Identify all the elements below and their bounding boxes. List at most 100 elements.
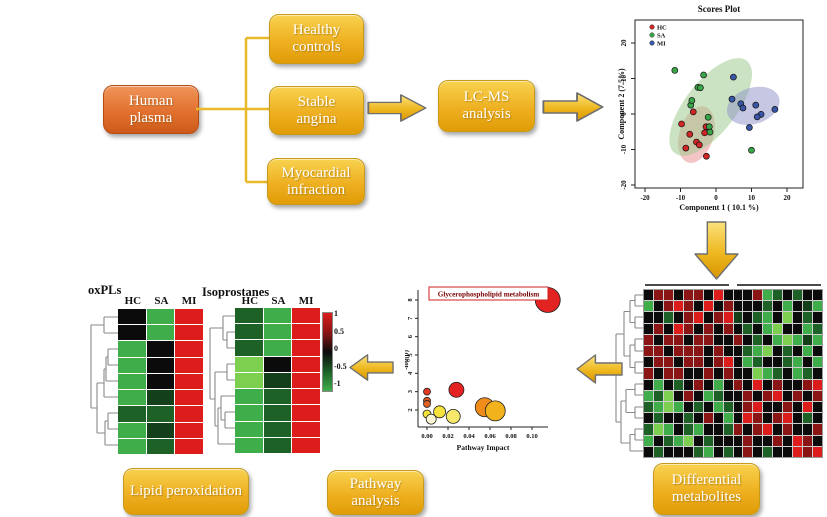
- heatmap-cell: [753, 323, 763, 334]
- heatmap-cell: [673, 424, 683, 435]
- arrow-left-icon: [349, 354, 394, 381]
- heatmap-cell: [803, 368, 813, 379]
- heatmap-cell: [713, 323, 723, 334]
- heatmap-cell: [713, 379, 723, 390]
- heatmap-cell: [733, 323, 743, 334]
- heatmap-cell: [763, 424, 773, 435]
- heatmap-cell: [723, 357, 733, 368]
- heatmap-cell: [743, 312, 753, 323]
- heatmap-cell: [653, 345, 663, 357]
- heatmap-cell: [813, 446, 822, 457]
- heatmap-cell: [723, 290, 733, 301]
- heatmap-cell: [673, 435, 683, 446]
- heatmap-cell: [653, 357, 663, 368]
- heatmap-cell: [693, 446, 703, 457]
- heatmap-cell: [803, 323, 813, 334]
- heatmap-cell: [773, 301, 783, 312]
- heatmap-cell: [793, 413, 803, 424]
- heatmap-cell: [773, 424, 783, 435]
- heatmap-cell: [693, 390, 703, 401]
- heatmap-cell: [773, 435, 783, 446]
- box-human-plasma-label: Human plasma: [128, 92, 174, 126]
- heatmap-cell: [763, 357, 773, 368]
- heatmap-cell: [118, 373, 146, 390]
- heatmap-cell: [763, 301, 773, 312]
- heatmap-cell: [743, 323, 753, 334]
- arrow-down-icon: [694, 221, 739, 280]
- heatmap-cell: [773, 413, 783, 424]
- heatmap-cell: [773, 401, 783, 413]
- heatmap-cell: [263, 405, 292, 421]
- heatmap-cell: [663, 435, 673, 446]
- heatmap-cell: [644, 357, 653, 368]
- data-point-MI: [746, 124, 753, 131]
- y-tick-label: 5: [407, 353, 414, 357]
- heatmap-cell: [663, 345, 673, 357]
- heatmap-cell: [783, 290, 793, 301]
- heatmap-cell: [793, 401, 803, 413]
- heatmap-cell: [663, 301, 673, 312]
- x-axis-label: Component 1 ( 10.1 %): [679, 203, 759, 212]
- heatmap-cell: [783, 345, 793, 357]
- heatmap-cell: [663, 334, 673, 345]
- heatmap-cell: [783, 390, 793, 401]
- heatmap-cell: [263, 389, 292, 405]
- heatmap-cell: [743, 357, 753, 368]
- heatmap-cell: [753, 401, 763, 413]
- data-point-MI: [753, 113, 761, 121]
- heatmap-cell: [763, 413, 773, 424]
- legend-dot: [649, 32, 655, 38]
- heatmap-cell: [743, 435, 753, 446]
- diff-dendrogram: [615, 294, 643, 452]
- heatmap-cell: [703, 290, 713, 301]
- x-axis-label: Pathway Impact: [457, 443, 510, 452]
- heatmap-cell: [713, 357, 723, 368]
- heatmap-cell: [146, 325, 175, 341]
- heatmap-cell: [753, 312, 763, 323]
- heatmap-cell: [813, 401, 822, 413]
- heatmap-cell: [723, 334, 733, 345]
- heatmap-cell: [743, 368, 753, 379]
- arrow-left-icon: [576, 354, 623, 384]
- heatmap-cell: [292, 405, 320, 421]
- y-tick-label: 0: [620, 112, 628, 116]
- heatmap-cell: [733, 390, 743, 401]
- heatmap-cell: [733, 435, 743, 446]
- column-header: HC: [241, 295, 259, 307]
- annotation-label: Glycerophospholipid metabolism: [438, 291, 540, 299]
- box-pathway-analysis: Pathway analysis: [327, 470, 424, 515]
- heatmap-cell: [673, 301, 683, 312]
- colorbar-tick-label: 0.5: [334, 326, 344, 336]
- heatmap-cell: [793, 368, 803, 379]
- legend-label: SA: [657, 33, 666, 40]
- x-tick-label: 20: [784, 194, 792, 202]
- heatmap-cell: [118, 341, 146, 357]
- data-point-SA: [706, 128, 714, 136]
- data-point-MI: [771, 106, 779, 113]
- heatmap-cell: [773, 323, 783, 334]
- heatmap-cell: [653, 424, 663, 435]
- pathway-bubble: [425, 413, 437, 425]
- heatmap-cell: [118, 422, 146, 438]
- heatmap-cell: [703, 334, 713, 345]
- box-lcms: LC-MS analysis: [438, 80, 535, 132]
- legend-label: MI: [657, 41, 666, 48]
- heatmap-cell: [703, 401, 713, 413]
- heatmap-cell: [683, 446, 693, 457]
- heatmap-cell: [783, 435, 793, 446]
- annotation-box: [428, 286, 549, 301]
- pathway-bubble: [423, 400, 431, 408]
- oxpls-title: oxPLs: [88, 283, 122, 297]
- heatmap-cell: [773, 345, 783, 357]
- column-header: SA: [271, 295, 286, 307]
- box-human-plasma: Human plasma: [103, 85, 199, 134]
- heatmap-cell: [793, 301, 803, 312]
- heatmap-cell: [803, 357, 813, 368]
- heatmap-cell: [803, 413, 813, 424]
- heatmap-cell: [763, 334, 773, 345]
- heatmap-cell: [763, 323, 773, 334]
- scores-plot: Scores Plot Component 1 ( 10.1 %) Componen…: [617, 4, 804, 212]
- data-point-HC: [703, 152, 710, 160]
- heatmap-cell: [644, 334, 653, 345]
- heatmap-cell: [673, 290, 683, 301]
